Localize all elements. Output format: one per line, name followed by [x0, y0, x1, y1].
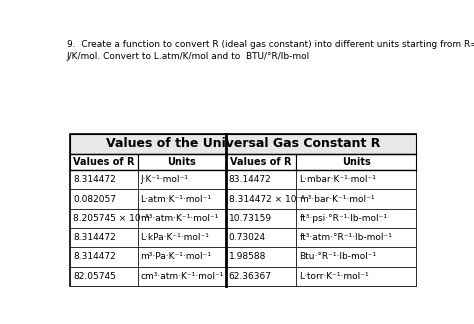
Bar	[137, 170, 226, 190]
Bar	[226, 228, 296, 247]
Bar	[296, 209, 416, 228]
Bar	[296, 190, 416, 209]
Bar	[70, 134, 416, 286]
Text: J·K⁻¹·mol⁻¹: J·K⁻¹·mol⁻¹	[141, 175, 189, 184]
Text: L·torr·K⁻¹·mol⁻¹: L·torr·K⁻¹·mol⁻¹	[300, 272, 369, 281]
Text: L·mbar·K⁻¹·mol⁻¹: L·mbar·K⁻¹·mol⁻¹	[300, 175, 376, 184]
Text: 8.205745 × 10⁻⁵: 8.205745 × 10⁻⁵	[73, 214, 149, 223]
Text: cm³·atm·K⁻¹·mol⁻¹: cm³·atm·K⁻¹·mol⁻¹	[141, 272, 224, 281]
Text: Values of the Universal Gas Constant R: Values of the Universal Gas Constant R	[106, 137, 380, 150]
Bar	[70, 154, 137, 170]
Bar	[137, 228, 226, 247]
Text: 9.  Create a function to convert R (ideal gas constant) into different units sta: 9. Create a function to convert R (ideal…	[66, 40, 474, 61]
Bar	[70, 267, 137, 286]
Text: L·atm·K⁻¹·mol⁻¹: L·atm·K⁻¹·mol⁻¹	[141, 195, 211, 203]
Bar	[137, 209, 226, 228]
Text: m³·bar·K⁻¹·mol⁻¹: m³·bar·K⁻¹·mol⁻¹	[300, 195, 375, 203]
Bar	[226, 267, 296, 286]
Bar	[226, 247, 296, 267]
Text: 10.73159: 10.73159	[228, 214, 272, 223]
Bar	[70, 170, 137, 190]
Text: m³·Pa·K⁻¹·mol⁻¹: m³·Pa·K⁻¹·mol⁻¹	[141, 252, 211, 261]
Text: 82.05745: 82.05745	[73, 272, 116, 281]
Bar	[296, 170, 416, 190]
Text: m³·atm·K⁻¹·mol⁻¹: m³·atm·K⁻¹·mol⁻¹	[141, 214, 219, 223]
Text: 62.36367: 62.36367	[228, 272, 272, 281]
Bar	[70, 134, 416, 154]
Text: 0.082057: 0.082057	[73, 195, 116, 203]
Bar	[296, 228, 416, 247]
Text: 8.314472: 8.314472	[73, 175, 116, 184]
Bar	[296, 154, 416, 170]
Bar	[226, 209, 296, 228]
Bar	[137, 267, 226, 286]
Bar	[137, 247, 226, 267]
Bar	[296, 247, 416, 267]
Text: ft³·psi·°R⁻¹·lb-mol⁻¹: ft³·psi·°R⁻¹·lb-mol⁻¹	[300, 214, 387, 223]
Bar	[70, 247, 137, 267]
Bar	[226, 154, 296, 170]
Text: 0.73024: 0.73024	[228, 233, 266, 242]
Text: Units: Units	[167, 157, 196, 167]
Bar	[296, 267, 416, 286]
Text: Units: Units	[342, 157, 370, 167]
Bar	[70, 228, 137, 247]
Bar	[226, 170, 296, 190]
Bar	[70, 190, 137, 209]
Bar	[137, 154, 226, 170]
Text: 8.314472 × 10⁻⁵: 8.314472 × 10⁻⁵	[228, 195, 304, 203]
Text: Values of R: Values of R	[230, 157, 292, 167]
Bar	[226, 190, 296, 209]
Bar	[70, 209, 137, 228]
Text: Btu·°R⁻¹·lb-mol⁻¹: Btu·°R⁻¹·lb-mol⁻¹	[300, 252, 377, 261]
Text: 8.314472: 8.314472	[73, 252, 116, 261]
Bar	[137, 190, 226, 209]
Text: Values of R: Values of R	[73, 157, 135, 167]
Text: L·kPa·K⁻¹·mol⁻¹: L·kPa·K⁻¹·mol⁻¹	[141, 233, 210, 242]
Text: ft³·atm·°R⁻¹·lb-mol⁻¹: ft³·atm·°R⁻¹·lb-mol⁻¹	[300, 233, 392, 242]
Text: 83.14472: 83.14472	[228, 175, 271, 184]
Text: 8.314472: 8.314472	[73, 233, 116, 242]
Text: 1.98588: 1.98588	[228, 252, 266, 261]
